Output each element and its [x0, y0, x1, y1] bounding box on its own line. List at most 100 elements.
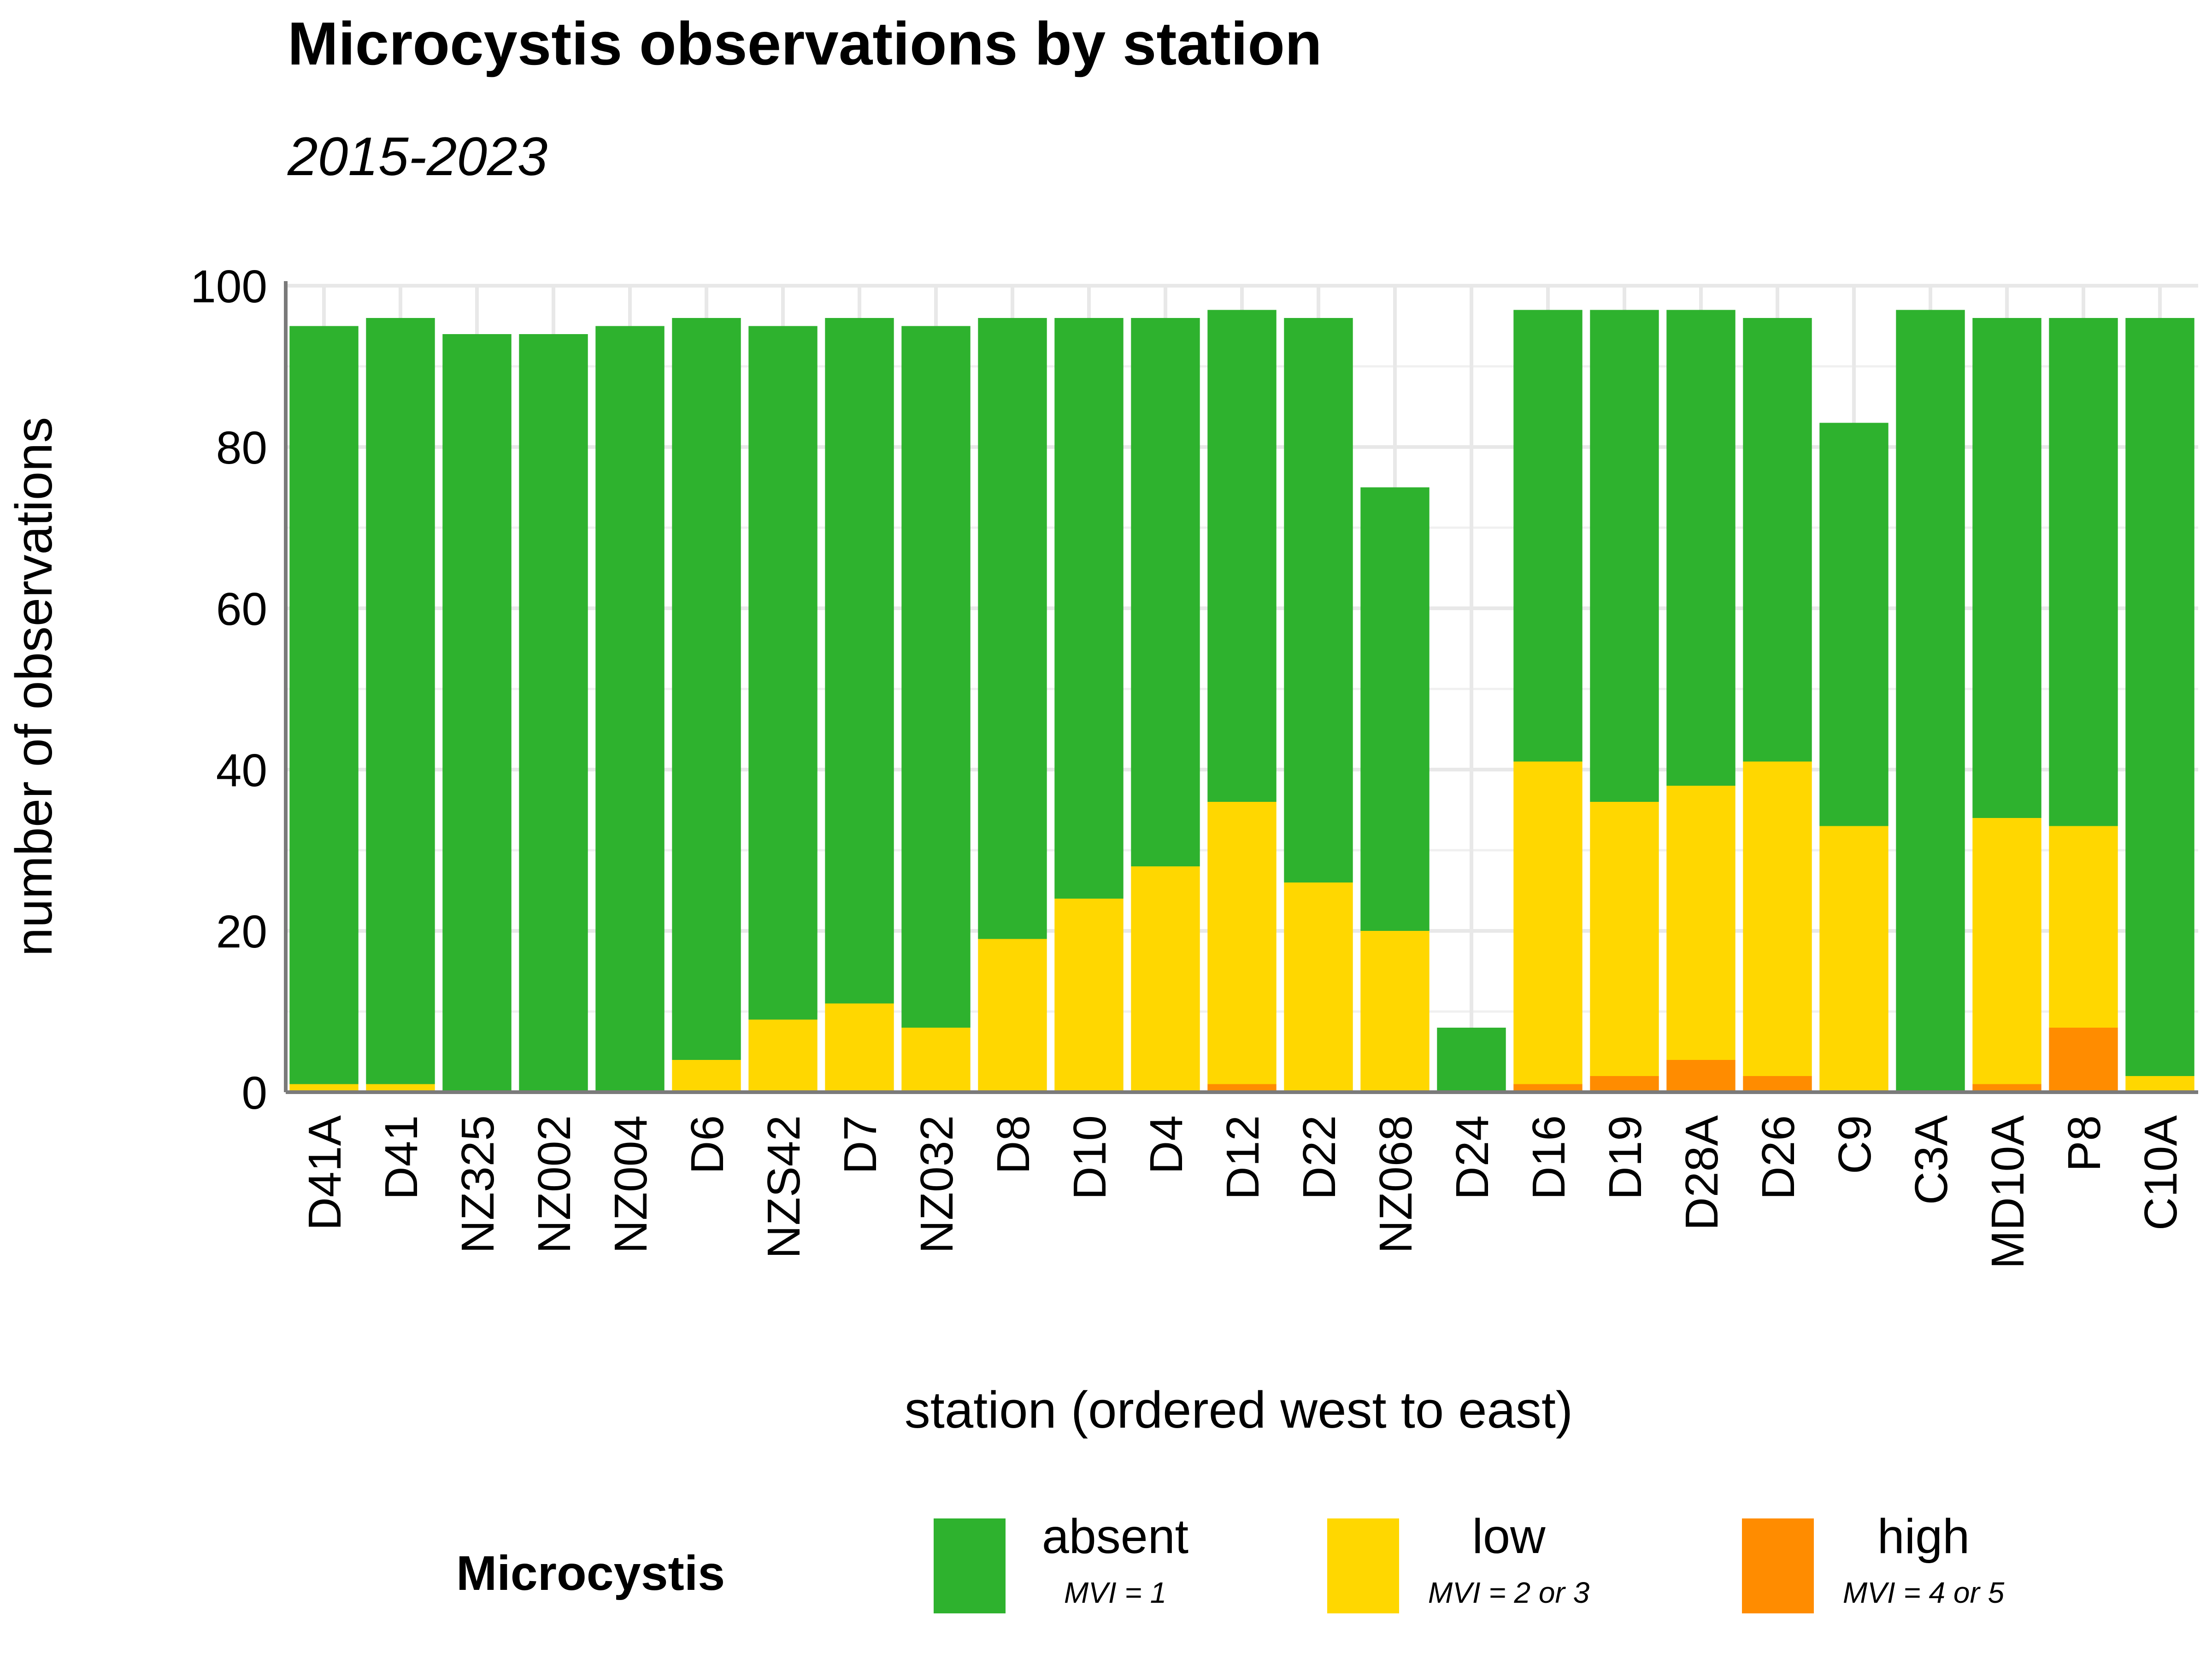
bar-segment-absent — [825, 318, 894, 1004]
legend-title: Microcystis — [456, 1546, 725, 1600]
x-tick-label: NZ325 — [452, 1115, 504, 1253]
x-tick-label: NZ004 — [605, 1115, 657, 1253]
bar-segment-absent — [672, 318, 741, 1060]
bar-segment-absent — [366, 318, 435, 1084]
bar-segment-low — [366, 1084, 435, 1092]
x-tick-label: C9 — [1829, 1115, 1881, 1174]
legend-label-high: high — [1877, 1509, 1970, 1564]
y-tick-label: 40 — [216, 745, 267, 796]
x-tick-label: D41A — [299, 1115, 351, 1230]
x-tick-label: D19 — [1600, 1115, 1651, 1200]
bar-segment-high — [1513, 1084, 1583, 1092]
bar-segment-low — [1513, 761, 1583, 1084]
x-tick-label: NZ002 — [529, 1115, 580, 1253]
x-tick-label: D6 — [682, 1115, 733, 1174]
bar-segment-low — [1360, 931, 1430, 1092]
bar-segment-absent — [595, 326, 665, 1092]
legend-sublabel-high: MVI = 4 or 5 — [1843, 1576, 2005, 1609]
bar-segment-low — [2049, 826, 2118, 1028]
bar-segment-low — [1284, 882, 1353, 1092]
legend-swatch-low — [1327, 1518, 1399, 1613]
legend-label-low: low — [1472, 1509, 1546, 1564]
legend-swatch-absent — [934, 1518, 1006, 1613]
legend: absent MVI = 1 low MVI = 2 or 3 high MVI = 4 … — [934, 1509, 2005, 1613]
legend-label-absent: absent — [1042, 1509, 1188, 1564]
x-tick-label: D12 — [1217, 1115, 1269, 1200]
legend-sublabel-low: MVI = 2 or 3 — [1428, 1576, 1590, 1609]
bars — [289, 310, 2194, 1092]
x-tick-label: D24 — [1447, 1115, 1498, 1200]
x-tick-label: D4 — [1141, 1115, 1192, 1174]
x-axis-label: station (ordered west to east) — [905, 1381, 1573, 1439]
y-tick-label: 20 — [216, 906, 267, 958]
bar-segment-high — [2049, 1028, 2118, 1092]
bar-segment-low — [748, 1019, 818, 1092]
bar-segment-low — [1207, 802, 1277, 1084]
bar-segment-absent — [1743, 318, 1812, 762]
x-tick-label: NZ068 — [1370, 1115, 1422, 1253]
chart-subtitle: 2015-2023 — [287, 126, 547, 187]
y-axis-label: number of observations — [5, 417, 63, 956]
bar-segment-absent — [1590, 310, 1659, 802]
x-tick-label: NZS42 — [758, 1115, 810, 1259]
x-tick-label: C3A — [1906, 1115, 1957, 1205]
bar-segment-absent — [289, 326, 359, 1084]
bar-segment-low — [1666, 786, 1735, 1060]
bar-segment-absent — [1437, 1028, 1506, 1092]
x-tick-label: D41 — [376, 1115, 427, 1200]
bar-segment-high — [1743, 1076, 1812, 1092]
bar-segment-absent — [978, 318, 1047, 939]
x-tick-label: D16 — [1523, 1115, 1575, 1200]
x-tick-label: D7 — [835, 1115, 886, 1174]
bar-segment-absent — [1360, 487, 1430, 931]
x-tick-label: P8 — [2059, 1115, 2110, 1171]
bar-segment-high — [1590, 1076, 1659, 1092]
x-tick-label: D28A — [1676, 1115, 1728, 1230]
bar-segment-absent — [2049, 318, 2118, 826]
bar-segment-low — [1054, 899, 1124, 1092]
y-tick-label: 100 — [190, 261, 267, 312]
bar-segment-absent — [1131, 318, 1200, 866]
x-tick-label: D22 — [1294, 1115, 1345, 1200]
x-tick-label: C10A — [2135, 1115, 2187, 1230]
y-tick-label: 0 — [241, 1067, 267, 1119]
x-tick-label: D8 — [988, 1115, 1039, 1174]
bar-segment-high — [1972, 1084, 2041, 1092]
y-tick-label: 60 — [216, 583, 267, 635]
bar-segment-absent — [1284, 318, 1353, 882]
bar-segment-low — [1743, 761, 1812, 1076]
bar-segment-low — [825, 1003, 894, 1092]
bar-segment-absent — [519, 334, 588, 1092]
x-tick-label: D26 — [1753, 1115, 1804, 1200]
bar-segment-absent — [442, 334, 512, 1092]
bar-segment-low — [289, 1084, 359, 1092]
legend-sublabel-absent: MVI = 1 — [1064, 1576, 1166, 1609]
x-tick-label: D10 — [1064, 1115, 1116, 1200]
bar-segment-low — [1131, 866, 1200, 1092]
bar-segment-absent — [1666, 310, 1735, 786]
chart-title: Microcystis observations by station — [288, 10, 1322, 77]
bar-segment-low — [672, 1060, 741, 1092]
bar-segment-absent — [748, 326, 818, 1020]
bar-segment-absent — [1207, 310, 1277, 802]
legend-swatch-high — [1742, 1518, 1814, 1613]
bar-segment-absent — [2125, 318, 2194, 1076]
bar-segment-low — [1819, 826, 1888, 1092]
bar-segment-absent — [1513, 310, 1583, 762]
y-tick-label: 80 — [216, 422, 267, 474]
bar-segment-absent — [1819, 423, 1888, 826]
bar-segment-low — [1590, 802, 1659, 1076]
bar-segment-high — [1207, 1084, 1277, 1092]
bar-segment-low — [901, 1028, 971, 1092]
bar-segment-absent — [901, 326, 971, 1028]
x-tick-label: MD10A — [1982, 1115, 2034, 1269]
bar-segment-absent — [1054, 318, 1124, 899]
y-tick-labels: 0 20 40 60 80 100 — [190, 261, 267, 1119]
bar-segment-high — [1666, 1060, 1735, 1092]
bar-segment-low — [1972, 818, 2041, 1084]
axes — [284, 281, 2198, 1094]
bar-segment-absent — [1896, 310, 1965, 1092]
bar-segment-low — [2125, 1076, 2194, 1092]
